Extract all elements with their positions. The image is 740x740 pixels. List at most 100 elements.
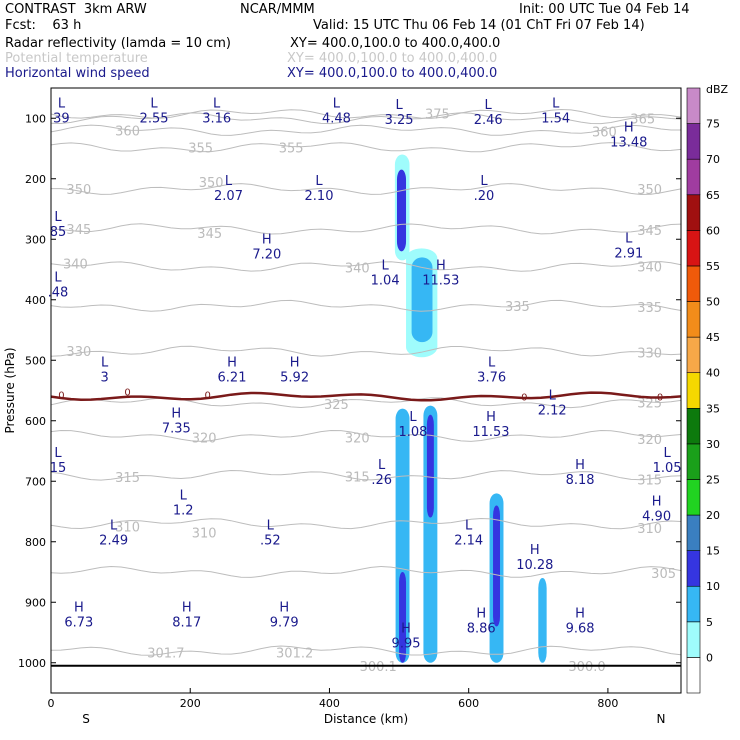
wind-extremum-value: 2.46: [474, 113, 503, 128]
colorbar-swatch: [686, 123, 701, 160]
theta-label: 355: [279, 141, 304, 156]
y-tick-label: 200: [25, 173, 46, 186]
field-2-name: Potential temperature: [5, 51, 148, 66]
colorbar-swatch: [686, 657, 701, 694]
wind-extremum-type: L: [267, 519, 275, 534]
wind-extremum-type: L: [488, 355, 496, 370]
colorbar-level-label: 45: [706, 331, 720, 344]
wind-extremum-type: L: [552, 96, 560, 111]
colorbar-swatch: [686, 230, 701, 267]
colorbar-swatch: [686, 585, 701, 623]
wind-extremum-type: L: [101, 355, 109, 370]
theta-label: 300.1: [360, 660, 397, 675]
colorbar-swatch: [686, 301, 701, 338]
wind-extremum-value: 1.08: [399, 425, 428, 440]
theta-label: 320: [192, 432, 217, 447]
x-tick-label: 0: [48, 697, 55, 710]
theta-label: 325: [637, 397, 662, 412]
wind-extremum-value: .48: [48, 286, 69, 301]
wind-extremum-value: 13.48: [610, 136, 647, 151]
wind-extremum-type: L: [625, 231, 633, 246]
wind-extremum-value: 3.76: [477, 370, 506, 385]
wind-extremum-type: L: [180, 488, 188, 503]
wind-extremum-value: 11.53: [472, 425, 509, 440]
wind-extremum-type: H: [279, 600, 289, 615]
colorbar-level-label: 65: [706, 189, 720, 202]
colorbar-level-label: 40: [706, 367, 720, 380]
theta-label: 340: [345, 262, 370, 277]
wind-extremum-value: 1.54: [541, 111, 570, 126]
wind-extremum-value: 2.10: [305, 189, 334, 204]
x-axis-label: Distance (km): [324, 712, 408, 726]
wind-extremum-value: 2.12: [538, 404, 567, 419]
y-tick-label: 1000: [18, 657, 46, 670]
forecast-hour: Fcst: 63 h: [5, 18, 82, 33]
wind-extremum-type: H: [575, 458, 585, 473]
theta-contour-320: [50, 429, 682, 442]
colorbar-level-label: 0: [706, 651, 713, 664]
wind-extremum-type: L: [54, 210, 62, 225]
colorbar-swatch: [686, 479, 701, 516]
wind-extremum-value: 4.48: [322, 111, 351, 126]
field-3-xy: XY= 400.0,100.0 to 400.0,400.0: [287, 66, 498, 81]
colorbar-swatch: [686, 158, 701, 196]
theta-label: 315: [637, 473, 662, 488]
wind-extremum-type: H: [575, 606, 585, 621]
reflectivity-cell-8: [493, 505, 501, 627]
theta-label: 300.0: [568, 660, 605, 675]
wind-extremum-value: 1.04: [371, 274, 400, 289]
wind-extremum-value: 2.49: [99, 534, 128, 549]
wind-extremum-type: L: [315, 174, 323, 189]
wind-extremum-type: H: [476, 606, 486, 621]
wind-extremum-type: L: [409, 410, 417, 425]
wind-extremum-value: 11.53: [422, 274, 459, 289]
theta-contour-365: [50, 112, 682, 125]
colorbar-swatch: [686, 336, 701, 374]
wind-extremum-value: 3: [100, 370, 108, 385]
wind-extremum-value: 85: [50, 225, 67, 240]
wind-extremum-type: H: [171, 407, 181, 422]
wind-extremum-value: 3.25: [385, 113, 414, 128]
wind-extremum-value: 8.18: [566, 473, 595, 488]
wind-extremum-value: 6.21: [218, 370, 247, 385]
wind-extremum-type: L: [378, 458, 386, 473]
wind-extremum-value: 7.20: [252, 247, 281, 262]
theta-label: 301.2: [276, 646, 313, 661]
wind-extremum-type: L: [150, 96, 158, 111]
wind-extremum-type: H: [486, 410, 496, 425]
zero-isotherm-label: 0: [124, 388, 130, 399]
theta-contour-310: [50, 517, 682, 530]
wind-extremum-type: L: [333, 96, 341, 111]
theta-label: 360: [592, 126, 617, 141]
theta-contour-355: [50, 142, 682, 153]
wind-extremum-type: H: [530, 543, 540, 558]
theta-label: 340: [637, 260, 662, 275]
colorbar-unit: dBZ: [706, 83, 729, 96]
wind-extremum-value: 9.95: [392, 637, 421, 652]
y-tick-label: 400: [25, 294, 46, 307]
wind-extremum-value: .52: [260, 534, 281, 549]
theta-contour-360: [50, 124, 681, 136]
theta-label: 335: [505, 300, 530, 315]
theta-label: 365: [630, 112, 655, 127]
wind-extremum-type: H: [436, 259, 446, 274]
reflectivity-cell-6: [426, 414, 434, 518]
wind-extremum-type: H: [652, 494, 662, 509]
y-tick-label: 600: [25, 415, 46, 428]
wind-extremum-value: 2.91: [614, 246, 643, 261]
colorbar-swatch: [686, 265, 701, 302]
colorbar-level-label: 60: [706, 224, 720, 237]
theta-label: 345: [637, 224, 662, 239]
model-title: CONTRAST 3km ARW: [5, 2, 147, 17]
zero-isotherm-label: 0: [657, 393, 663, 404]
reflectivity-layer: [394, 154, 547, 663]
y-axis-label: Pressure (hPa): [3, 347, 17, 433]
wind-extremum-type: H: [401, 622, 411, 637]
colorbar-level-label: 10: [706, 580, 720, 593]
theta-label: 305: [651, 567, 676, 582]
colorbar-swatch: [686, 372, 701, 409]
colorbar: 0 5 10 15 20 25 30 35 40 45 50 55 60 65 70 75 dBZ: [686, 83, 729, 694]
field-1-name: Radar reflectivity (lamda = 10 cm): [5, 36, 231, 51]
colorbar-level-label: 75: [706, 118, 720, 131]
